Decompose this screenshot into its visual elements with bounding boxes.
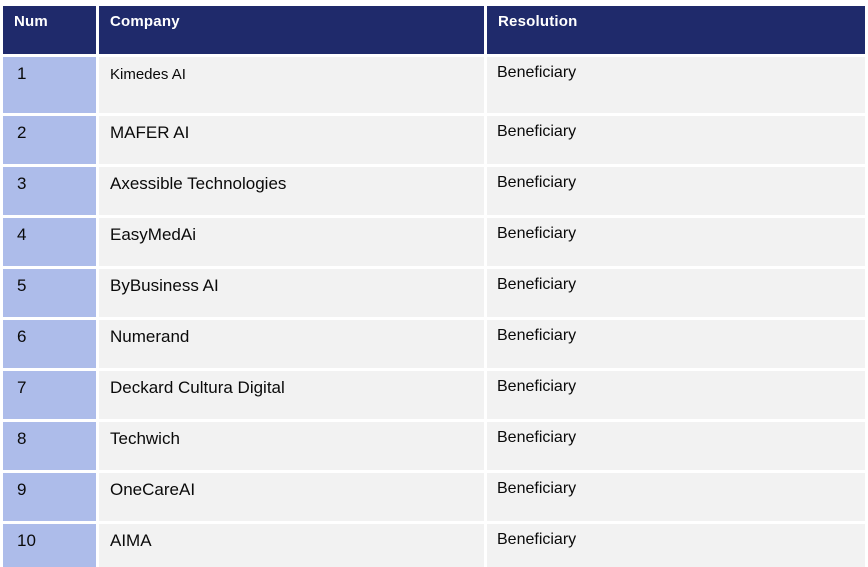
company-cell: Axessible Technologies: [99, 167, 484, 215]
resolution-cell: Beneficiary: [487, 422, 865, 470]
resolution-cell: Beneficiary: [487, 473, 865, 521]
table-row: 9 OneCareAI Beneficiary: [3, 473, 865, 521]
header-cell-num: Num: [3, 6, 96, 54]
company-cell: MAFER AI: [99, 116, 484, 164]
table-row: 1 Kimedes AI Beneficiary: [3, 57, 865, 113]
num-cell: 5: [3, 269, 96, 317]
num-cell: 4: [3, 218, 96, 266]
num-cell: 3: [3, 167, 96, 215]
num-cell: 6: [3, 320, 96, 368]
num-cell: 10: [3, 524, 96, 567]
num-cell: 7: [3, 371, 96, 419]
company-cell: Kimedes AI: [99, 57, 484, 113]
resolution-cell: Beneficiary: [487, 57, 865, 113]
header-cell-resolution: Resolution: [487, 6, 865, 54]
table-row: 5 ByBusiness AI Beneficiary: [3, 269, 865, 317]
table-header-row: Num Company Resolution: [3, 6, 865, 54]
company-cell: EasyMedAi: [99, 218, 484, 266]
company-cell: OneCareAI: [99, 473, 484, 521]
table-row: 8 Techwich Beneficiary: [3, 422, 865, 470]
num-cell: 9: [3, 473, 96, 521]
table-row: 6 Numerand Beneficiary: [3, 320, 865, 368]
num-cell: 2: [3, 116, 96, 164]
table-row: 7 Deckard Cultura Digital Beneficiary: [3, 371, 865, 419]
resolution-cell: Beneficiary: [487, 116, 865, 164]
table-row: 2 MAFER AI Beneficiary: [3, 116, 865, 164]
resolution-cell: Beneficiary: [487, 218, 865, 266]
resolution-cell: Beneficiary: [487, 167, 865, 215]
num-cell: 8: [3, 422, 96, 470]
table-row: 4 EasyMedAi Beneficiary: [3, 218, 865, 266]
header-cell-company: Company: [99, 6, 484, 54]
page: Num Company Resolution 1 Kimedes AI Bene…: [0, 3, 868, 567]
resolution-cell: Beneficiary: [487, 269, 865, 317]
company-cell: Techwich: [99, 422, 484, 470]
table-row: 10 AIMA Beneficiary: [3, 524, 865, 567]
num-cell: 1: [3, 57, 96, 113]
resolution-cell: Beneficiary: [487, 320, 865, 368]
company-cell: Deckard Cultura Digital: [99, 371, 484, 419]
company-cell: AIMA: [99, 524, 484, 567]
company-cell: ByBusiness AI: [99, 269, 484, 317]
resolution-cell: Beneficiary: [487, 371, 865, 419]
company-cell: Numerand: [99, 320, 484, 368]
data-table: Num Company Resolution 1 Kimedes AI Bene…: [0, 3, 868, 567]
table-row: 3 Axessible Technologies Beneficiary: [3, 167, 865, 215]
resolution-cell: Beneficiary: [487, 524, 865, 567]
